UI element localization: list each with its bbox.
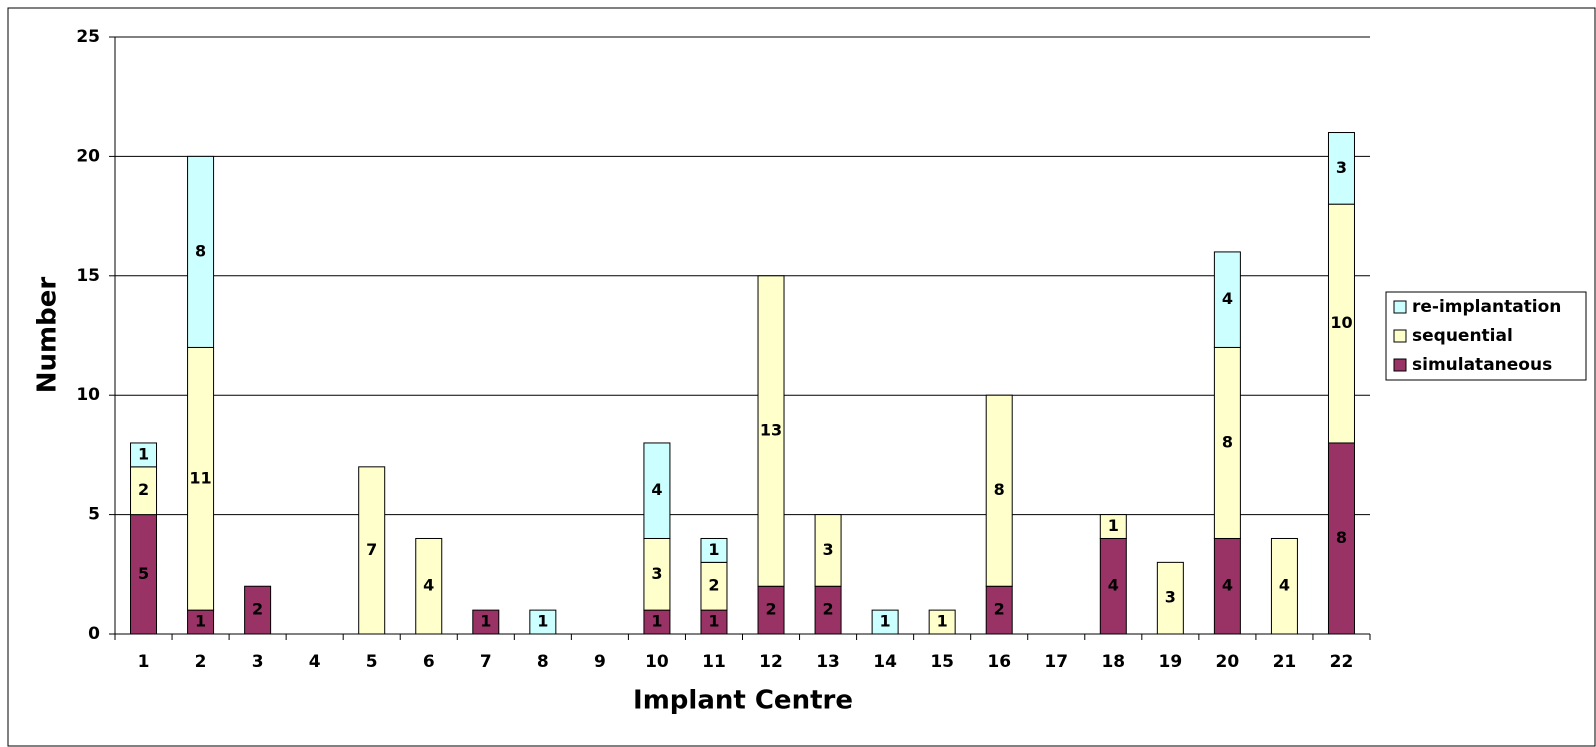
legend-box	[1385, 291, 1587, 381]
x-tick-label: 14	[873, 652, 897, 672]
bar-segment	[700, 537, 728, 563]
x-tick-label: 4	[309, 652, 321, 672]
legend-swatch	[1393, 329, 1407, 343]
legend-label: re-implantation	[1412, 297, 1561, 317]
data-label: 1	[537, 612, 548, 631]
data-label: 2	[138, 480, 149, 499]
legend-label: sequential	[1412, 326, 1513, 346]
legend-swatch	[1393, 300, 1407, 314]
bar-segment	[1213, 251, 1241, 348]
data-label: 13	[760, 421, 782, 440]
data-label: 3	[1165, 588, 1176, 607]
data-label: 3	[1336, 158, 1347, 177]
x-tick-label: 22	[1330, 652, 1354, 672]
data-label: 2	[708, 576, 719, 595]
x-tick-label: 16	[987, 652, 1011, 672]
x-tick-label: 5	[366, 652, 378, 672]
bar-segment	[643, 537, 671, 611]
bar-segment	[187, 346, 215, 611]
chart-border	[7, 7, 1596, 747]
x-tick-label: 9	[594, 652, 606, 672]
data-label: 1	[138, 444, 149, 463]
data-label: 2	[822, 600, 833, 619]
data-label: 5	[138, 564, 149, 583]
x-tick-label: 8	[537, 652, 549, 672]
bar-segment	[757, 275, 785, 587]
data-label: 1	[651, 612, 662, 631]
bar-segment	[130, 514, 158, 635]
data-label: 1	[1108, 516, 1119, 535]
data-label: 11	[189, 468, 211, 487]
bar-segment	[1270, 537, 1298, 635]
bar-segment	[985, 585, 1013, 635]
bar-segment	[244, 585, 272, 635]
bar-segment	[1099, 537, 1127, 635]
data-label: 1	[480, 612, 491, 631]
data-label: 2	[994, 600, 1005, 619]
data-label: 4	[1108, 576, 1119, 595]
x-tick-label: 10	[645, 652, 669, 672]
data-label: 4	[1279, 576, 1290, 595]
data-label: 7	[366, 540, 377, 559]
x-tick-label: 13	[816, 652, 840, 672]
data-label: 1	[708, 540, 719, 559]
bar-segment	[130, 442, 158, 468]
y-tick-label: 0	[88, 624, 100, 644]
y-tick-label: 15	[76, 266, 100, 286]
data-label: 1	[195, 612, 206, 631]
legend-label: simulataneous	[1412, 355, 1552, 375]
data-label: 8	[1222, 432, 1233, 451]
data-label: 8	[1336, 528, 1347, 547]
y-axis-label: Number	[33, 277, 63, 394]
bar-segment	[1213, 346, 1241, 539]
x-tick-label: 6	[423, 652, 435, 672]
x-tick-label: 12	[759, 652, 783, 672]
data-label: 3	[651, 564, 662, 583]
bar-segment	[814, 585, 842, 635]
x-axis-label: Implant Centre	[633, 686, 853, 716]
bar-segment	[1327, 132, 1355, 205]
bar-segment	[700, 561, 728, 611]
legend-swatch	[1393, 358, 1407, 372]
x-tick-label: 17	[1044, 652, 1068, 672]
x-tick-label: 18	[1101, 652, 1125, 672]
data-label: 1	[937, 612, 948, 631]
data-label: 3	[822, 540, 833, 559]
data-label: 8	[994, 480, 1005, 499]
data-label: 10	[1330, 313, 1352, 332]
y-tick-label: 20	[76, 146, 100, 166]
x-tick-label: 11	[702, 652, 726, 672]
x-tick-label: 15	[930, 652, 954, 672]
bar-segment	[985, 394, 1013, 587]
data-label: 2	[765, 600, 776, 619]
bar-segment	[415, 537, 443, 635]
data-label: 8	[195, 241, 206, 260]
data-label: 4	[651, 480, 662, 499]
data-label: 2	[252, 600, 263, 619]
data-label: 4	[423, 576, 434, 595]
y-tick-label: 25	[76, 27, 100, 47]
x-tick-label: 1	[138, 652, 150, 672]
bar-segment	[187, 155, 215, 348]
data-label: 1	[708, 612, 719, 631]
bar-segment	[358, 466, 386, 635]
bar-segment	[643, 442, 671, 539]
bar-segment	[1156, 561, 1184, 635]
data-label: 1	[880, 612, 891, 631]
x-tick-label: 19	[1159, 652, 1183, 672]
bar-segment	[1099, 514, 1127, 539]
data-label: 4	[1222, 576, 1233, 595]
y-tick-label: 5	[88, 505, 100, 525]
bar-segment	[814, 514, 842, 587]
data-label: 4	[1222, 289, 1233, 308]
bar-segment	[130, 466, 158, 516]
x-tick-label: 21	[1273, 652, 1297, 672]
y-tick-label: 10	[76, 385, 100, 405]
x-tick-label: 20	[1216, 652, 1240, 672]
x-tick-label: 2	[195, 652, 207, 672]
x-tick-label: 3	[252, 652, 264, 672]
x-tick-label: 7	[480, 652, 492, 672]
bar-segment	[1327, 203, 1355, 444]
